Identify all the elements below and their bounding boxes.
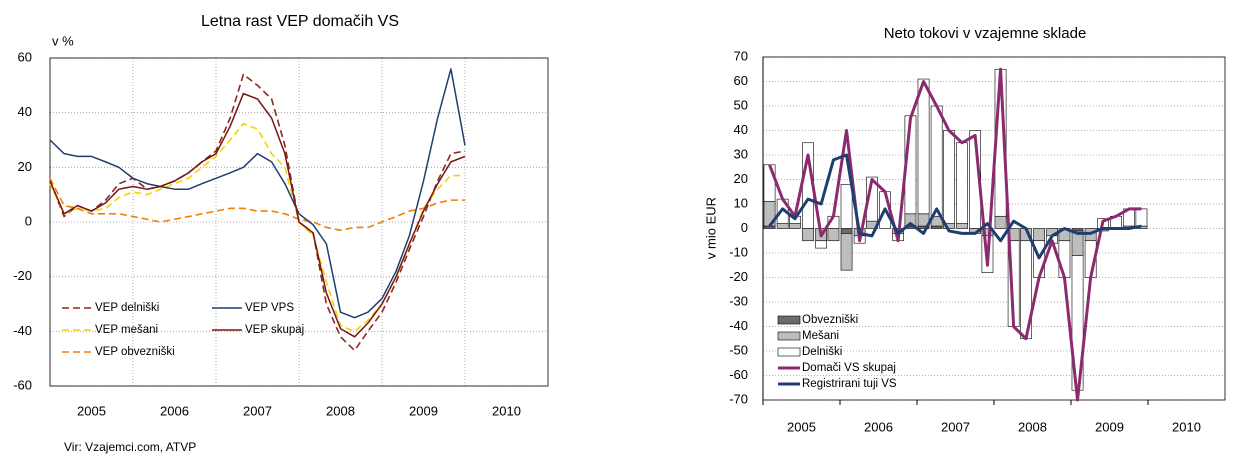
legend-label: Obvezniški	[802, 314, 858, 326]
bar-segment	[956, 142, 968, 224]
legend-swatch	[777, 331, 801, 341]
y-tick-label: 40	[734, 122, 748, 137]
source: Vir: Vzajemci.com, ATVP	[64, 440, 196, 454]
y-axis-label: v mio EUR	[703, 197, 718, 259]
legend-label: VEP VPS	[245, 302, 294, 314]
bar-segment	[930, 105, 943, 217]
legend-item: Registrirani tuji VS	[778, 378, 897, 390]
y-tick-label: -40	[13, 323, 32, 338]
bar-segment	[917, 78, 930, 215]
line	[49, 68, 466, 319]
x-tick-label: 2009	[1095, 419, 1124, 434]
legend-item: VEP mešani	[62, 324, 158, 336]
y-tick-label: -20	[729, 269, 748, 284]
bar-segment	[776, 223, 789, 229]
x-tick-label: 2006	[864, 419, 893, 434]
line	[49, 73, 466, 352]
x-tick-label: 2008	[1018, 419, 1047, 434]
x-tick-label: 2009	[409, 403, 438, 418]
bar-segment	[763, 164, 776, 202]
y-tick-label: 0	[25, 213, 32, 228]
y-tick-label: 50	[734, 97, 748, 112]
bar-segment	[789, 223, 801, 229]
y-tick-label: 70	[734, 48, 748, 63]
x-tick-label: 2006	[160, 403, 189, 418]
legend-item: Mešani	[777, 330, 839, 342]
bar-segment	[1058, 240, 1071, 278]
x-tick-label: 2007	[941, 419, 970, 434]
y-tick-label: -60	[729, 367, 748, 382]
legend-item: Obvezniški	[777, 314, 858, 326]
y-tick-label: -50	[729, 342, 748, 357]
legend-label: Domači VS skupaj	[802, 362, 896, 374]
legend-label: VEP obvezniški	[95, 346, 175, 358]
bar-segment	[1033, 228, 1045, 242]
legend-swatch	[777, 347, 801, 357]
bar-segment	[994, 215, 1007, 229]
legend-label: Delniški	[802, 346, 842, 358]
bar-segment	[840, 184, 853, 229]
bar-segment	[956, 223, 968, 229]
bar-segment	[930, 225, 943, 229]
y-tick-label: -70	[729, 391, 748, 406]
x-tick-label: 2005	[77, 403, 106, 418]
plot-frame	[49, 57, 549, 387]
line	[768, 153, 1142, 260]
x-tick-label: 2010	[1172, 419, 1201, 434]
y-axis-label: v %	[52, 33, 74, 48]
y-tick-label: -20	[13, 268, 32, 283]
line	[49, 177, 465, 231]
bar-segment	[1135, 208, 1148, 227]
legend-item: VEP obvezniški	[62, 346, 175, 358]
line	[49, 122, 465, 333]
legend-label: VEP mešani	[95, 324, 158, 336]
chart-title: Neto tokovi v vzajemne sklade	[884, 25, 1087, 42]
legend-label: Mešani	[802, 330, 839, 342]
line	[49, 92, 466, 338]
x-tick-label: 2005	[787, 419, 816, 434]
bar-segment	[943, 130, 955, 224]
x-tick-label: 2010	[492, 403, 521, 418]
x-tick-label: 2007	[243, 403, 272, 418]
y-tick-label: 0	[741, 220, 748, 235]
legend-label: Registrirani tuji VS	[802, 378, 897, 390]
y-tick-label: 40	[18, 104, 32, 119]
bar-segment	[827, 228, 840, 242]
bar-segment	[840, 228, 853, 234]
line	[768, 67, 1142, 402]
x-tick-label: 2008	[326, 403, 355, 418]
legend-item: VEP skupaj	[212, 324, 304, 336]
y-tick-label: 20	[18, 159, 32, 174]
y-tick-label: 30	[734, 146, 748, 161]
y-tick-label: 60	[18, 49, 32, 64]
y-tick-label: 10	[734, 195, 748, 210]
y-tick-label: -30	[729, 293, 748, 308]
legend-item: VEP delniški	[62, 302, 159, 314]
bar-segment	[763, 225, 776, 229]
legend-swatch	[777, 315, 801, 325]
y-tick-label: 20	[734, 171, 748, 186]
chart-title: Letna rast VEP domačih VS	[201, 13, 399, 30]
legend-item: VEP VPS	[212, 302, 294, 314]
y-tick-label: -10	[729, 244, 748, 259]
legend-label: VEP delniški	[95, 302, 159, 314]
y-tick-label: -60	[13, 377, 32, 392]
bar-segment	[802, 228, 814, 242]
legend-label: VEP skupaj	[245, 324, 304, 336]
bar-segment	[866, 176, 878, 222]
legend-item: Domači VS skupaj	[778, 362, 896, 374]
y-tick-label: 60	[734, 73, 748, 88]
bar-segment	[840, 233, 853, 271]
legend-item: Delniški	[777, 346, 842, 358]
y-tick-label: -40	[729, 318, 748, 333]
bar-segment	[815, 240, 827, 249]
